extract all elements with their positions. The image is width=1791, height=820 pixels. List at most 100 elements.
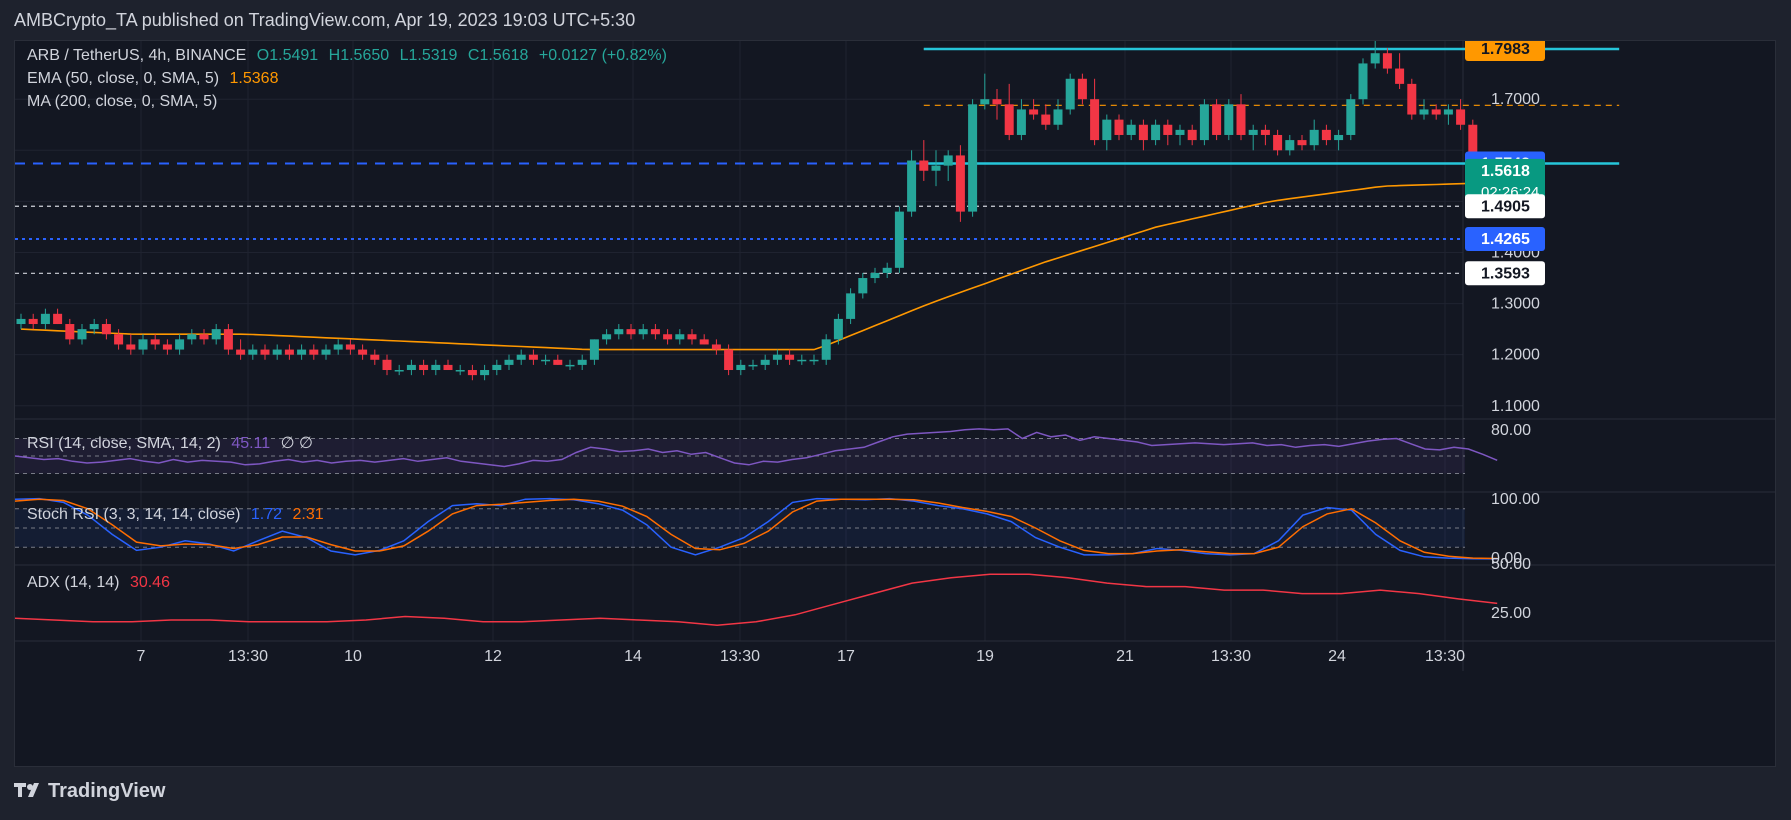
candle bbox=[1138, 119, 1148, 151]
candle bbox=[297, 344, 307, 360]
candle bbox=[1285, 134, 1295, 156]
candle-body bbox=[1395, 68, 1405, 84]
candle bbox=[1029, 99, 1039, 120]
candle bbox=[333, 339, 343, 355]
time-tick-4: 14 bbox=[624, 648, 642, 665]
candle bbox=[675, 329, 685, 345]
candle bbox=[614, 324, 624, 340]
candle bbox=[370, 349, 380, 365]
candle bbox=[394, 364, 404, 376]
candle bbox=[785, 349, 795, 365]
candle-body bbox=[187, 334, 197, 340]
ma-legend[interactable]: MA (200, close, 0, SMA, 5) bbox=[27, 93, 223, 111]
adx-legend[interactable]: ADX (14, 14) 30.46 bbox=[27, 574, 176, 592]
symbol-name[interactable]: ARB / TetherUS, 4h, BINANCE bbox=[27, 47, 247, 64]
rsi-legend[interactable]: RSI (14, close, SMA, 14, 2) 45.11 ∅ ∅ bbox=[27, 433, 319, 453]
candle-body bbox=[1273, 134, 1283, 151]
rsi-label: RSI (14, close, SMA, 14, 2) bbox=[27, 435, 221, 452]
candle-body bbox=[1309, 129, 1319, 146]
candle-body bbox=[77, 329, 87, 340]
candle-body bbox=[1065, 78, 1075, 110]
candle bbox=[1151, 119, 1161, 146]
candle bbox=[101, 318, 111, 340]
candle bbox=[1053, 99, 1063, 130]
candle bbox=[199, 329, 209, 345]
candle bbox=[1077, 73, 1087, 105]
candle-body bbox=[1151, 124, 1161, 141]
rsi-value: 45.11 bbox=[231, 435, 271, 452]
chart-canvas[interactable]: USDT1.10001.20001.30001.70001.40001.7983… bbox=[15, 41, 1775, 766]
candle-body bbox=[175, 339, 185, 350]
candle-body bbox=[1041, 114, 1051, 125]
candle bbox=[126, 334, 136, 355]
candle-body bbox=[919, 160, 929, 171]
candle bbox=[1004, 83, 1014, 141]
price-tick-0: 1.1000 bbox=[1491, 398, 1540, 415]
high-value: H1.5650 bbox=[328, 47, 390, 64]
price-tick-3: 1.7000 bbox=[1491, 91, 1540, 108]
candle bbox=[150, 334, 160, 350]
candle-body bbox=[968, 104, 978, 212]
candle-body bbox=[1212, 104, 1222, 135]
chart-frame[interactable]: USDT1.10001.20001.30001.70001.40001.7983… bbox=[14, 40, 1776, 767]
price-label-0: 1.7983 bbox=[1481, 41, 1530, 58]
stoch-d-line bbox=[15, 498, 1498, 560]
candle bbox=[175, 334, 185, 355]
candle bbox=[1114, 114, 1124, 141]
grid bbox=[15, 41, 1463, 641]
stoch-label: Stoch RSI (3, 3, 14, 14, close) bbox=[27, 506, 241, 523]
candle bbox=[309, 344, 319, 360]
candle bbox=[187, 329, 197, 345]
rsi-pane bbox=[15, 428, 1498, 474]
candle-body bbox=[138, 339, 148, 350]
candle-body bbox=[1321, 129, 1331, 141]
candle bbox=[870, 267, 880, 284]
tradingview-brand: TradingView bbox=[48, 780, 166, 802]
candle bbox=[260, 344, 270, 360]
candle bbox=[1346, 94, 1356, 141]
candle-body bbox=[772, 354, 782, 360]
candle bbox=[943, 150, 953, 181]
candle-body bbox=[28, 318, 38, 325]
candle-body bbox=[589, 339, 599, 360]
candle-body bbox=[992, 99, 1002, 105]
candle-body bbox=[297, 349, 307, 355]
candle bbox=[797, 354, 807, 365]
candle-body bbox=[760, 359, 770, 365]
candle bbox=[541, 354, 551, 365]
time-tick-11: 13:30 bbox=[1425, 648, 1465, 665]
candle-body bbox=[114, 334, 124, 345]
candle-body bbox=[345, 344, 355, 350]
candle bbox=[1443, 104, 1453, 125]
candle-body bbox=[65, 324, 75, 340]
stoch-legend[interactable]: Stoch RSI (3, 3, 14, 14, close) 1.72 2.3… bbox=[27, 506, 330, 524]
candle bbox=[907, 150, 917, 217]
time-tick-8: 21 bbox=[1116, 648, 1134, 665]
time-tick-10: 24 bbox=[1328, 648, 1346, 665]
open-value: O1.5491 bbox=[256, 47, 319, 64]
candle bbox=[650, 324, 660, 340]
adx-value: 30.46 bbox=[129, 574, 170, 591]
candle bbox=[1199, 99, 1209, 146]
candle bbox=[687, 329, 697, 345]
ema-label: EMA (50, close, 0, SMA, 5) bbox=[27, 70, 220, 87]
candle-body bbox=[126, 344, 136, 350]
candle-body bbox=[955, 155, 965, 212]
candle bbox=[65, 318, 75, 345]
price-label-4: 1.4265 bbox=[1481, 231, 1530, 248]
candle-body bbox=[455, 370, 465, 372]
candle bbox=[553, 354, 563, 365]
tradingview-logo[interactable]: TradingView bbox=[14, 780, 165, 803]
stoch-k-value: 1.72 bbox=[250, 506, 283, 523]
candle bbox=[345, 339, 355, 355]
candle bbox=[1016, 99, 1026, 141]
candle-body bbox=[89, 324, 99, 330]
candle bbox=[565, 359, 575, 371]
candle bbox=[760, 354, 770, 371]
ema-legend[interactable]: EMA (50, close, 0, SMA, 5) 1.5368 bbox=[27, 70, 284, 88]
candle-body bbox=[467, 370, 477, 376]
candle-body bbox=[443, 364, 453, 371]
candle-body bbox=[894, 211, 904, 268]
time-tick-7: 19 bbox=[976, 648, 994, 665]
candle-body bbox=[236, 349, 246, 355]
